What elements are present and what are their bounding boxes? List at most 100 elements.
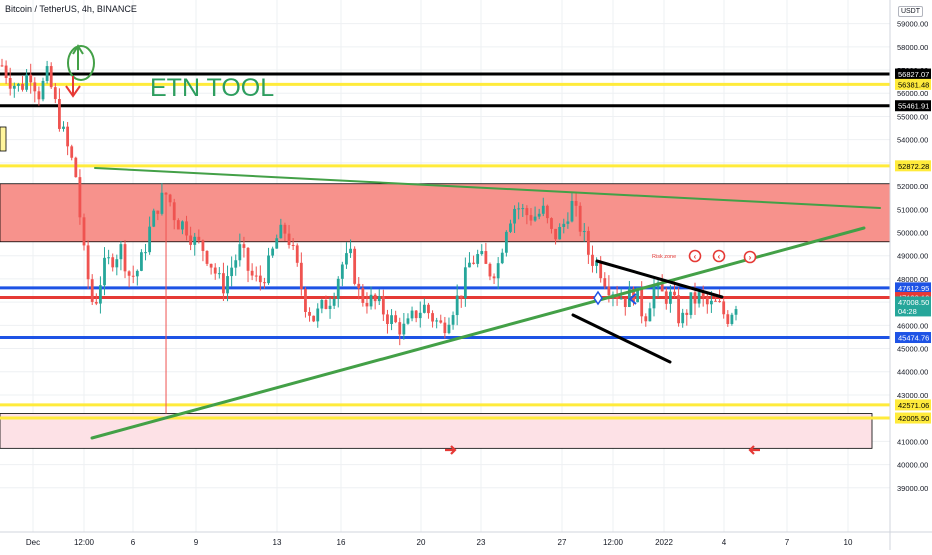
candle-body <box>41 80 45 100</box>
y-tick-label: 40000.00 <box>897 461 928 470</box>
candle-body <box>697 292 701 304</box>
y-tick-label: 56000.00 <box>897 89 928 98</box>
candle-body <box>398 322 402 335</box>
candle-body <box>49 66 53 88</box>
candle-body <box>328 305 332 309</box>
candle-body <box>86 245 90 280</box>
candle-body <box>463 267 467 299</box>
candle-body <box>181 221 184 230</box>
y-tick-label: 46000.00 <box>897 321 928 330</box>
candle-body <box>689 292 693 315</box>
candle-body <box>222 273 225 294</box>
candle-body <box>58 99 61 129</box>
ascending-trendline <box>90 226 866 440</box>
candle-body <box>545 205 549 219</box>
price-label-bg <box>895 282 931 294</box>
x-tick-label: 12:00 <box>603 538 624 547</box>
candle-body <box>357 283 361 289</box>
candle-body <box>291 245 295 247</box>
candle-body <box>648 308 652 322</box>
x-tick-label: 10 <box>844 538 853 547</box>
candle-body <box>406 318 410 324</box>
y-tick-label: 58000.00 <box>897 43 928 52</box>
chart-title: Bitcoin / TetherUS, 4h, BINANCE <box>5 4 137 14</box>
x-tick-label: 12:00 <box>74 538 95 547</box>
candle-body <box>168 194 172 203</box>
candle-body <box>62 126 65 129</box>
candle-body <box>574 200 578 206</box>
candle-body <box>562 223 566 227</box>
candle-body <box>623 298 627 307</box>
etn-tool-label: ETN TOOL <box>150 74 274 102</box>
candle-body <box>308 311 311 316</box>
candle-body <box>90 279 94 302</box>
currency-badge[interactable]: USDT <box>897 6 923 17</box>
candle-body <box>636 287 639 303</box>
price-label-bg <box>895 160 931 172</box>
y-tick-label: 55000.00 <box>897 112 928 121</box>
y-tick-label: 45000.00 <box>897 345 928 354</box>
candle-body <box>0 65 4 67</box>
candle-body <box>578 205 582 232</box>
candle-body <box>431 313 434 322</box>
x-tick-label: 2022 <box>655 538 673 547</box>
candle-body <box>156 210 160 214</box>
candle-body <box>349 248 352 254</box>
candle-body <box>33 82 37 92</box>
candle-body <box>640 287 644 317</box>
candle-body <box>521 208 525 210</box>
candle-body <box>213 267 217 274</box>
candle-body <box>78 177 82 218</box>
candle-body <box>537 213 541 217</box>
price-label-countdown: 04:28 <box>898 307 917 316</box>
candle-body <box>246 247 250 271</box>
candle-body <box>390 315 393 325</box>
candle-body <box>668 291 672 304</box>
candle-body <box>320 300 324 309</box>
candle-body <box>394 315 398 323</box>
candle-body <box>37 91 41 100</box>
candle-body <box>541 205 545 214</box>
candle-body <box>377 296 381 302</box>
y-tick-label: 50000.00 <box>897 228 928 237</box>
x-tick-label: 20 <box>417 538 426 547</box>
price-label-text: 55461.91 <box>898 102 929 111</box>
candle-body <box>226 276 229 294</box>
y-tick-label: 41000.00 <box>897 437 928 446</box>
candle-body <box>373 294 377 302</box>
candle-body <box>160 192 164 214</box>
candle-body <box>730 314 734 324</box>
candle-body <box>217 273 221 275</box>
candle-body <box>677 295 680 324</box>
candle-body <box>324 300 328 309</box>
candle-body <box>263 282 266 284</box>
candle-body <box>496 263 500 279</box>
candle-body <box>287 233 291 246</box>
y-tick-label: 52000.00 <box>897 182 928 191</box>
candle-body <box>673 291 676 296</box>
candle-body <box>345 253 348 265</box>
candle-body <box>201 240 205 251</box>
candle-body <box>607 286 611 296</box>
candle-body <box>381 296 385 315</box>
candle-body <box>336 278 340 299</box>
wedge-lower-line <box>571 313 672 364</box>
price-label-bg <box>895 100 931 112</box>
candle-body <box>550 218 553 229</box>
candle-body <box>53 87 57 100</box>
candle-body <box>267 255 270 284</box>
descending-trendline <box>94 167 881 209</box>
y-tick-label: 54000.00 <box>897 136 928 145</box>
price-label-text: 45474.76 <box>898 334 929 343</box>
candle-body <box>652 287 656 309</box>
price-label-text: 56827.07 <box>898 70 929 79</box>
candle-body <box>152 210 156 227</box>
candle-body <box>681 312 685 324</box>
candle-body <box>525 208 529 216</box>
candle-body <box>299 262 303 290</box>
supply-zone <box>0 183 891 243</box>
price-label-bg <box>895 399 931 411</box>
arrow-right-icon <box>445 445 457 455</box>
